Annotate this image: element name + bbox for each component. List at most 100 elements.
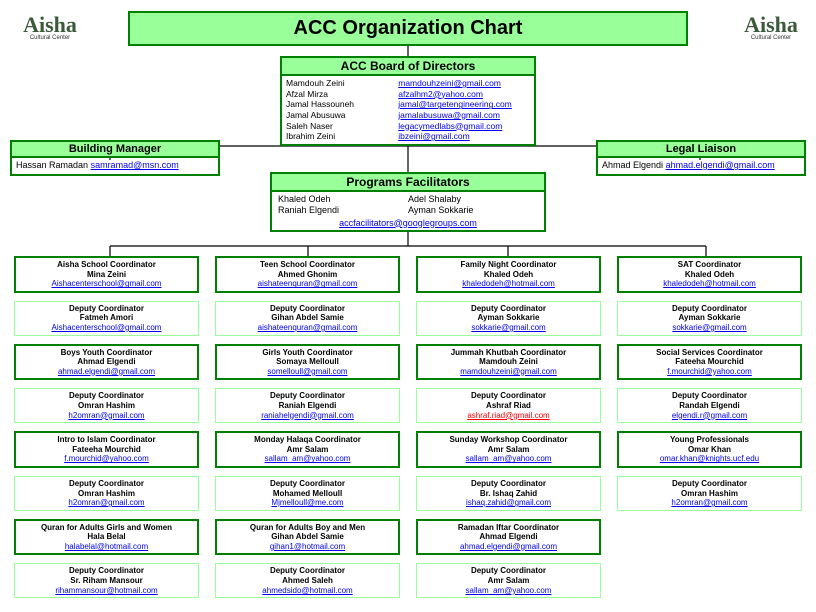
deputy-box: Deputy CoordinatorOmran Hashimh2omran@gm…	[14, 476, 199, 511]
bm-header: Building Manager	[12, 142, 218, 158]
board-member-email[interactable]: legacymedlabs@gmail.com	[398, 121, 530, 132]
person-name: Raniah Elgendi	[218, 401, 397, 411]
coordinator-box: Family Night CoordinatorKhaled Odehkhale…	[416, 256, 601, 293]
person-name: Omran Hashim	[620, 489, 799, 499]
person-email[interactable]: f.mourchid@yahoo.com	[18, 454, 195, 464]
person-email[interactable]: gihan1@hotmail.com	[219, 542, 396, 552]
deputy-box: Deputy CoordinatorRandah Elgendielgendi.…	[617, 388, 802, 423]
person-name: Omar Khan	[621, 445, 798, 455]
person-email[interactable]: somelloull@gmail.com	[219, 367, 396, 377]
person-email[interactable]: khaledodeh@hotmail.com	[420, 279, 597, 289]
legal-liaison-box: Legal Liaison Ahmad Elgendi ahmad.elgend…	[596, 140, 806, 176]
role-label: Deputy Coordinator	[419, 479, 598, 489]
person-name: Ashraf Riad	[419, 401, 598, 411]
deputy-box: Deputy CoordinatorBr. Ishaq Zahidishaq.z…	[416, 476, 601, 511]
programs-right-col: Adel ShalabyAyman Sokkarie	[408, 194, 538, 216]
person-email[interactable]: sallam_am@yahoo.com	[419, 586, 598, 596]
person-name: Fatmeh Amori	[17, 313, 196, 323]
person-email[interactable]: halabelal@hotmail.com	[18, 542, 195, 552]
coordinator-box: Quran for Adults Girls and WomenHala Bel…	[14, 519, 199, 556]
person-name: Gihan Abdel Samie	[219, 532, 396, 542]
deputy-box: Deputy CoordinatorSr. Riham Mansourriham…	[14, 563, 199, 598]
board-of-directors-box: ACC Board of Directors Mamdouh ZeiniAfza…	[280, 56, 536, 146]
person-email[interactable]: ahmad.elgendi@gmail.com	[18, 367, 195, 377]
deputy-box: Deputy CoordinatorMohamed MelloullMjmell…	[215, 476, 400, 511]
person-email[interactable]: h2omran@gmail.com	[17, 411, 196, 421]
role-label: Deputy Coordinator	[17, 391, 196, 401]
board-member-name: Jamal Abusuwa	[286, 110, 398, 121]
person-email[interactable]: Aishacenterschool@gmail.com	[18, 279, 195, 289]
person-email[interactable]: sallam_am@yahoo.com	[420, 454, 597, 464]
legal-email[interactable]: ahmad.elgendi@gmail.com	[666, 160, 775, 170]
person-name: Mohamed Melloull	[218, 489, 397, 499]
deputy-box: Deputy CoordinatorRaniah Elgendiraniahel…	[215, 388, 400, 423]
person-email[interactable]: sallam_am@yahoo.com	[219, 454, 396, 464]
deputy-box: Deputy CoordinatorOmran Hashimh2omran@gm…	[14, 388, 199, 423]
person-email[interactable]: sokkarie@gmail.com	[620, 323, 799, 333]
person-name: Ayman Sokkarie	[419, 313, 598, 323]
person-email[interactable]: omar.khan@knights.ucf.edu	[621, 454, 798, 464]
person-name: Fateeha Mourchid	[18, 445, 195, 455]
coordinator-box: Ramadan Iftar CoordinatorAhmad Elgendiah…	[416, 519, 601, 556]
programs-facilitator: Ayman Sokkarie	[408, 205, 538, 216]
role-label: Intro to Islam Coordinator	[18, 435, 195, 445]
role-label: Deputy Coordinator	[620, 304, 799, 314]
programs-left-col: Khaled OdehRaniah Elgendi	[278, 194, 408, 216]
deputy-box: Deputy CoordinatorOmran Hashimh2omran@gm…	[617, 476, 802, 511]
role-label: Deputy Coordinator	[17, 566, 196, 576]
person-email[interactable]: h2omran@gmail.com	[17, 498, 196, 508]
person-name: Amr Salam	[219, 445, 396, 455]
person-email[interactable]: ashraf.riad@gmail.com	[419, 411, 598, 421]
person-email[interactable]: h2omran@gmail.com	[620, 498, 799, 508]
legal-name: Ahmad Elgendi	[602, 160, 663, 170]
person-name: Omran Hashim	[17, 489, 196, 499]
person-name: Gihan Abdel Samie	[218, 313, 397, 323]
role-label: Young Professionals	[621, 435, 798, 445]
person-email[interactable]: rihammansour@hotmail.com	[17, 586, 196, 596]
logo-subtext: Cultural Center	[751, 35, 791, 41]
person-email[interactable]: elgendi.r@gmail.com	[620, 411, 799, 421]
board-member-email[interactable]: mamdouhzeini@gmail.com	[398, 78, 530, 89]
role-label: Deputy Coordinator	[17, 479, 196, 489]
coordinator-box: Quran for Adults Boy and MenGihan Abdel …	[215, 519, 400, 556]
person-email[interactable]: Aishacenterschool@gmail.com	[17, 323, 196, 333]
logo-text: Aisha	[23, 15, 77, 35]
person-email[interactable]: raniahelgendi@gmail.com	[218, 411, 397, 421]
bm-email[interactable]: samramad@msn.com	[91, 160, 179, 170]
person-email[interactable]: mamdouhzeini@gmail.com	[420, 367, 597, 377]
board-member-name: Mamdouh Zeini	[286, 78, 398, 89]
person-email[interactable]: sokkarie@gmail.com	[419, 323, 598, 333]
person-email[interactable]: ishaq.zahid@gmail.com	[419, 498, 598, 508]
role-label: Quran for Adults Boy and Men	[219, 523, 396, 533]
legal-header: Legal Liaison	[598, 142, 804, 158]
board-header: ACC Board of Directors	[282, 58, 534, 76]
person-name: Fateeha Mourchid	[621, 357, 798, 367]
board-member-email[interactable]: ibzeini@gmail.com	[398, 131, 530, 142]
deputy-box: Deputy CoordinatorAmr Salamsallam_am@yah…	[416, 563, 601, 598]
deputy-box: Deputy CoordinatorFatmeh AmoriAishacente…	[14, 301, 199, 336]
logo-left: Aisha Cultural Center	[15, 4, 85, 52]
person-email[interactable]: aishateenquran@gmail.com	[219, 279, 396, 289]
person-email[interactable]: aishateenquran@gmail.com	[218, 323, 397, 333]
person-email[interactable]: ahmedsido@hotmail.com	[218, 586, 397, 596]
person-email[interactable]: Mjmelloull@me.com	[218, 498, 397, 508]
board-member-email[interactable]: afzalhm2@yahoo.com	[398, 89, 530, 100]
deputy-box: Deputy CoordinatorGihan Abdel Samieaisha…	[215, 301, 400, 336]
role-label: Jummah Khutbah Coordinator	[420, 348, 597, 358]
role-label: Boys Youth Coordinator	[18, 348, 195, 358]
programs-group-email[interactable]: accfacilitators@googlegroups.com	[339, 218, 477, 228]
person-email[interactable]: khaledodeh@hotmail.com	[621, 279, 798, 289]
person-email[interactable]: f.mourchid@yahoo.com	[621, 367, 798, 377]
person-name: Amr Salam	[420, 445, 597, 455]
coordinator-box: Aisha School CoordinatorMina ZeiniAishac…	[14, 256, 199, 293]
role-label: Sunday Workshop Coordinator	[420, 435, 597, 445]
role-label: Quran for Adults Girls and Women	[18, 523, 195, 533]
person-name: Khaled Odeh	[621, 270, 798, 280]
logo-subtext: Cultural Center	[30, 35, 70, 41]
person-email[interactable]: ahmad.elgendi@gmail.com	[420, 542, 597, 552]
coordinator-box: Boys Youth CoordinatorAhmad Elgendiahmad…	[14, 344, 199, 381]
board-member-email[interactable]: jamalabusuwa@gmail.com	[398, 110, 530, 121]
board-member-email[interactable]: jamal@targetengineering.com	[398, 99, 530, 110]
role-label: Deputy Coordinator	[419, 566, 598, 576]
person-name: Amr Salam	[419, 576, 598, 586]
